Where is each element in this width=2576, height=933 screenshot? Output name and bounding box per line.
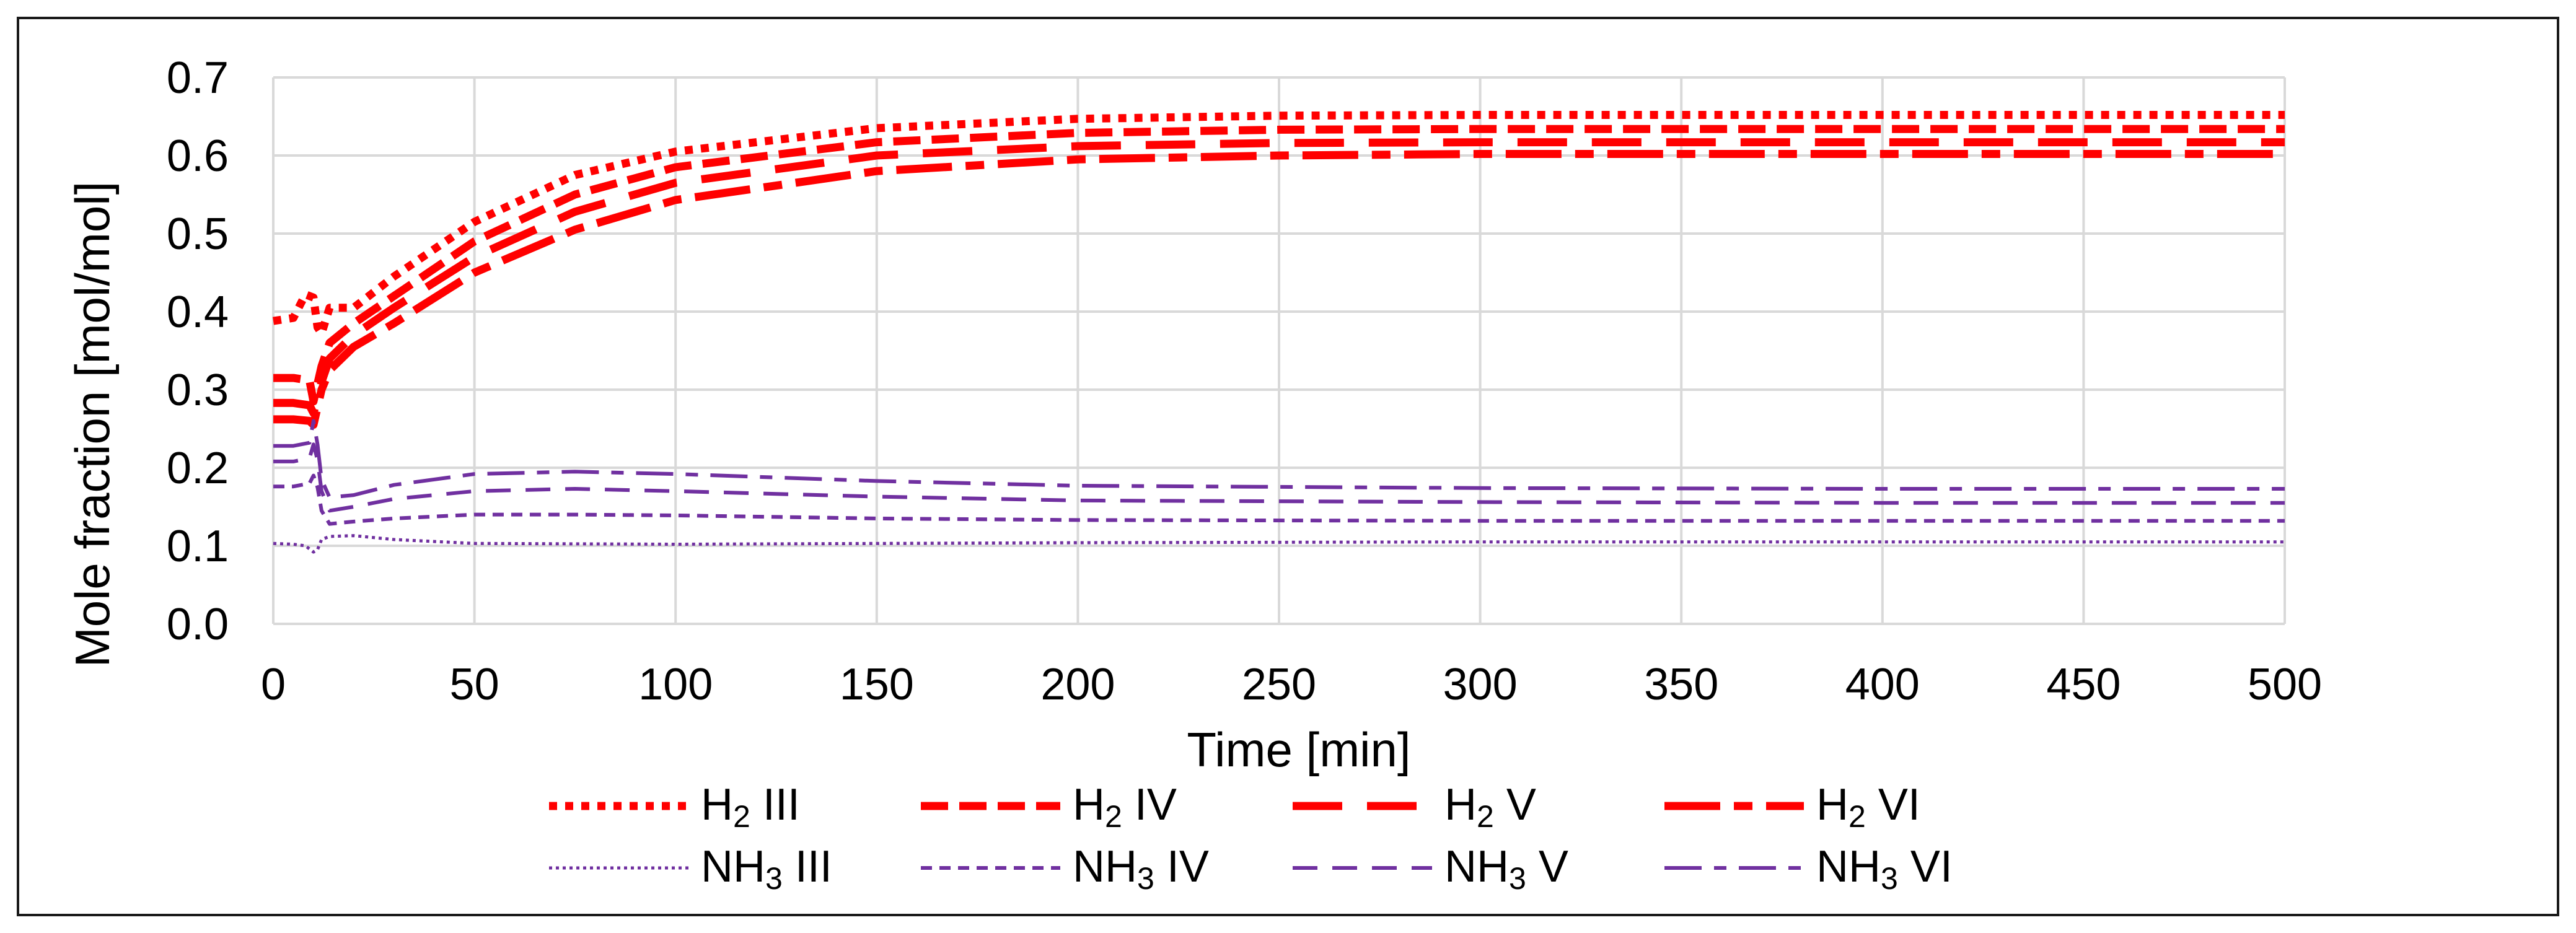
x-tick-label: 0 bbox=[261, 660, 286, 709]
y-tick-label: 0.1 bbox=[167, 522, 229, 571]
legend-item: NH3 VI bbox=[1664, 842, 1953, 896]
legend-label: H2 IV bbox=[1073, 780, 1177, 834]
y-tick-label: 0.3 bbox=[167, 366, 229, 415]
legend-label: NH3 VI bbox=[1816, 842, 1953, 896]
y-ticks: 0.0 0.1 0.2 0.3 0.4 0.5 0.6 0.7 bbox=[167, 53, 229, 649]
x-axis-title: Time [min] bbox=[1187, 722, 1410, 777]
legend-item: H2 VI bbox=[1664, 780, 1920, 834]
x-tick-label: 150 bbox=[840, 660, 914, 709]
y-tick-label: 0.6 bbox=[167, 131, 229, 181]
x-tick-label: 500 bbox=[2248, 660, 2322, 709]
series-line-nh3-vi bbox=[273, 419, 2285, 499]
legend-item: H2 IV bbox=[921, 780, 1177, 834]
series-line-nh3-iii bbox=[273, 534, 2285, 554]
y-axis-title: Mole fraction [mol/mol] bbox=[65, 182, 120, 668]
series-line-h2-v bbox=[273, 138, 2285, 418]
series-layer bbox=[273, 111, 2285, 554]
y-tick-label: 0.7 bbox=[167, 53, 229, 103]
x-tick-label: 400 bbox=[1845, 660, 1920, 709]
x-tick-label: 200 bbox=[1040, 660, 1115, 709]
legend-label: NH3 IV bbox=[1073, 842, 1209, 896]
x-tick-label: 250 bbox=[1242, 660, 1316, 709]
legend-item: H2 III bbox=[549, 780, 800, 834]
y-tick-label: 0.4 bbox=[167, 287, 229, 337]
y-tick-label: 0.2 bbox=[167, 444, 229, 493]
x-tick-label: 50 bbox=[450, 660, 499, 709]
x-ticks: 0 50 100 150 200 250 300 350 400 450 500 bbox=[261, 660, 2322, 709]
legend-item: H2 V bbox=[1293, 780, 1536, 834]
x-tick-label: 450 bbox=[2046, 660, 2121, 709]
chart-frame: 0.0 0.1 0.2 0.3 0.4 0.5 0.6 0.7 0 50 100 150 200 250… bbox=[17, 17, 2559, 916]
legend-label: NH3 V bbox=[1444, 842, 1568, 896]
x-tick-label: 300 bbox=[1443, 660, 1518, 709]
series-line-nh3-iv bbox=[273, 473, 2285, 526]
x-tick-label: 350 bbox=[1644, 660, 1718, 709]
legend-item: NH3 V bbox=[1293, 842, 1568, 896]
legend-label: H2 V bbox=[1444, 780, 1536, 834]
line-chart: 0.0 0.1 0.2 0.3 0.4 0.5 0.6 0.7 0 50 100 150 200 250… bbox=[65, 53, 2322, 896]
series-line-nh3-v bbox=[273, 442, 2285, 513]
series-line-h2-iv bbox=[273, 125, 2285, 406]
x-tick-label: 100 bbox=[638, 660, 713, 709]
legend-label: H2 VI bbox=[1816, 780, 1920, 834]
legend: H2 III H2 IV H2 V H2 VI NH3 III NH3 IV NH3 V NH… bbox=[549, 780, 1953, 896]
y-tick-label: 0.5 bbox=[167, 209, 229, 259]
y-tick-label: 0.0 bbox=[167, 600, 229, 649]
legend-label: NH3 III bbox=[701, 842, 832, 896]
series-line-h2-iii bbox=[273, 111, 2285, 338]
legend-label: H2 III bbox=[701, 780, 800, 834]
legend-item: NH3 III bbox=[549, 842, 832, 896]
legend-item: NH3 IV bbox=[921, 842, 1209, 896]
